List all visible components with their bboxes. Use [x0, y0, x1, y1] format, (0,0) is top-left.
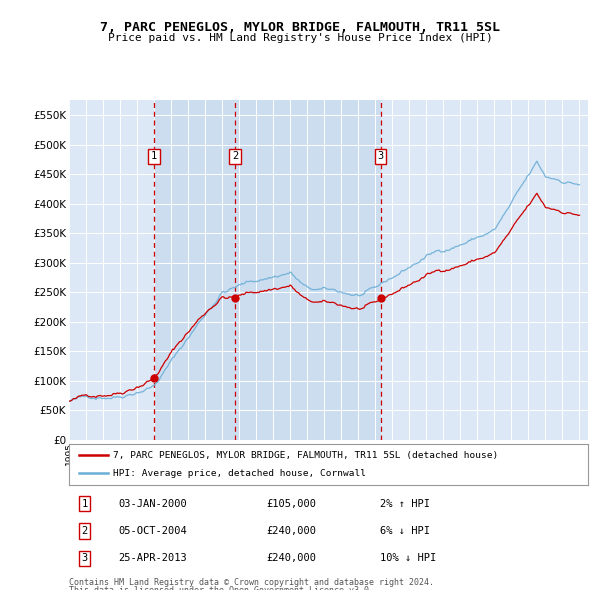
Point [376, 293, 385, 303]
Text: 1: 1 [151, 152, 157, 161]
Text: 6% ↓ HPI: 6% ↓ HPI [380, 526, 430, 536]
Text: HPI: Average price, detached house, Cornwall: HPI: Average price, detached house, Corn… [113, 469, 366, 478]
Point [230, 293, 240, 303]
Text: £240,000: £240,000 [266, 553, 316, 563]
Point [149, 373, 159, 382]
Text: Price paid vs. HM Land Registry's House Price Index (HPI): Price paid vs. HM Land Registry's House … [107, 33, 493, 43]
Text: 7, PARC PENEGLOS, MYLOR BRIDGE, FALMOUTH, TR11 5SL (detached house): 7, PARC PENEGLOS, MYLOR BRIDGE, FALMOUTH… [113, 451, 499, 460]
Text: 05-OCT-2004: 05-OCT-2004 [118, 526, 187, 536]
Text: 25-APR-2013: 25-APR-2013 [118, 553, 187, 563]
Text: 3: 3 [377, 152, 383, 161]
Text: £105,000: £105,000 [266, 499, 316, 509]
Bar [154, 100, 380, 440]
Text: This data is licensed under the Open Government Licence v3.0.: This data is licensed under the Open Gov… [69, 586, 374, 590]
Text: 3: 3 [82, 553, 88, 563]
Text: 1: 1 [82, 499, 88, 509]
Text: £240,000: £240,000 [266, 526, 316, 536]
Text: Contains HM Land Registry data © Crown copyright and database right 2024.: Contains HM Land Registry data © Crown c… [69, 578, 434, 587]
Text: 2% ↑ HPI: 2% ↑ HPI [380, 499, 430, 509]
Text: 2: 2 [82, 526, 88, 536]
Text: 10% ↓ HPI: 10% ↓ HPI [380, 553, 437, 563]
Text: 03-JAN-2000: 03-JAN-2000 [118, 499, 187, 509]
Text: 2: 2 [232, 152, 238, 161]
Text: 7, PARC PENEGLOS, MYLOR BRIDGE, FALMOUTH, TR11 5SL: 7, PARC PENEGLOS, MYLOR BRIDGE, FALMOUTH… [100, 21, 500, 34]
